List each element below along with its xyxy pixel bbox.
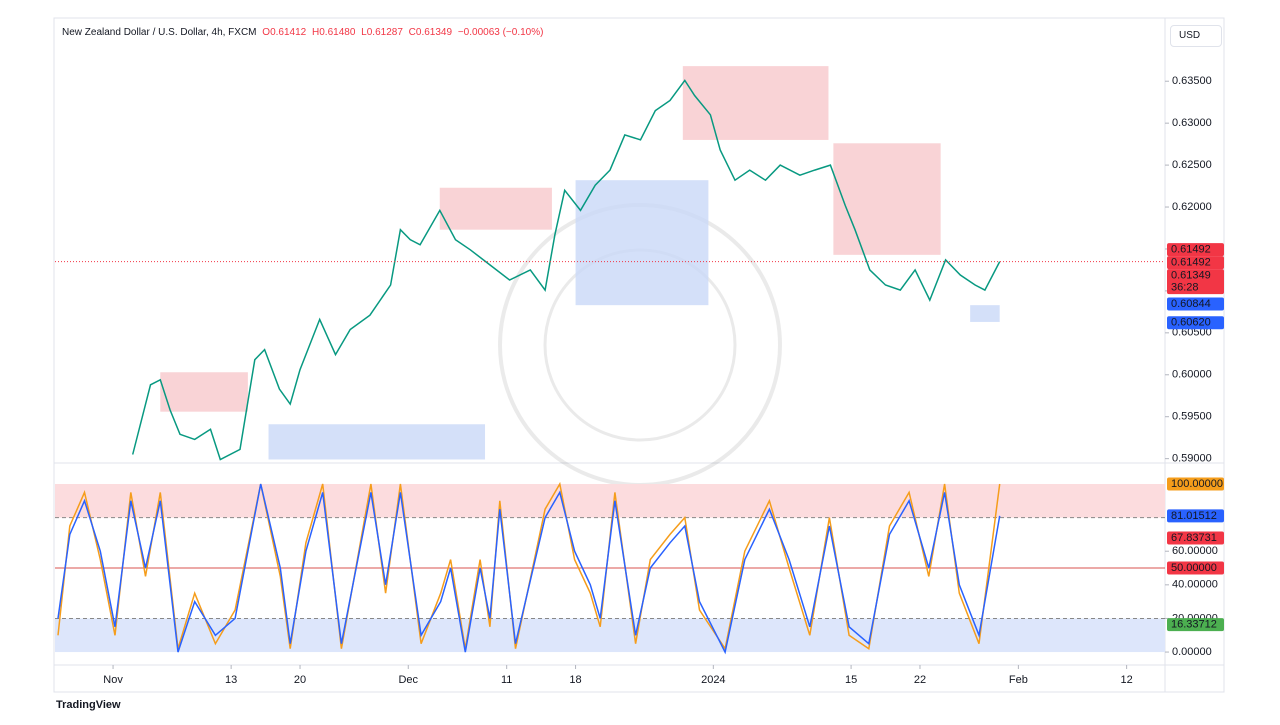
zone	[833, 143, 941, 255]
x-tick-label: 22	[914, 674, 926, 686]
value-tag-label: 0.61349	[1171, 270, 1211, 282]
zone	[160, 372, 248, 412]
value-tag	[1167, 618, 1224, 632]
value-tag	[1167, 316, 1224, 330]
y-tick-label: 0.00000	[1172, 646, 1212, 658]
series-line	[57, 483, 1001, 655]
close: C0.61349	[408, 27, 453, 38]
series-line	[57, 481, 1001, 651]
x-tick-label: 13	[225, 674, 237, 686]
value-tag-label: 50.00000	[1171, 562, 1217, 574]
x-tick-label: 11	[501, 674, 512, 686]
x-tick-label: Dec	[398, 674, 418, 686]
zone	[268, 424, 486, 460]
y-tick-label: 0.60000	[1172, 369, 1212, 381]
zone	[970, 305, 1000, 322]
x-tick-label: 12	[1120, 674, 1132, 686]
x-tick-label: Feb	[1009, 674, 1028, 686]
value-tag-label: 0.60844	[1171, 298, 1211, 310]
currency-button[interactable]: USD	[1170, 25, 1222, 47]
value-tag-label: 81.01512	[1171, 510, 1217, 522]
y-tick-label: 0.59000	[1172, 453, 1212, 465]
value-tag-label: 0.60620	[1171, 317, 1211, 329]
value-tag	[1167, 477, 1224, 491]
value-tag	[1167, 243, 1224, 257]
open: O0.61412	[262, 27, 307, 38]
x-tick-label: 20	[294, 674, 306, 686]
y-tick-label: 0.62500	[1172, 159, 1212, 171]
chart-frame	[53, 17, 1225, 693]
x-tick-label: 15	[845, 674, 857, 686]
symbol-header: New Zealand Dollar / U.S. Dollar, 4h, FX…	[62, 27, 543, 38]
high: H0.61480	[312, 27, 356, 38]
value-tag	[1167, 256, 1224, 270]
y-tick-label: 0.63000	[1172, 117, 1212, 129]
countdown: 36:28	[1171, 282, 1199, 294]
y-tick-label: 0.60500	[1172, 327, 1212, 339]
value-tag-label: 0.61492	[1171, 257, 1211, 269]
y-tick-label: 0.63500	[1172, 75, 1212, 87]
x-tick-label: 2024	[701, 674, 725, 686]
y-tick-label: 40.00000	[1172, 579, 1218, 591]
zone	[682, 66, 829, 140]
value-tag-label: 16.33712	[1171, 619, 1217, 631]
value-tag	[1167, 269, 1224, 295]
value-tag	[1167, 297, 1224, 311]
value-tag	[1167, 531, 1224, 545]
y-tick-label: 0.62000	[1172, 201, 1212, 213]
y-tick-label: 0.59500	[1172, 411, 1212, 423]
y-tick-label: 60.00000	[1172, 545, 1218, 557]
x-tick-label: 18	[569, 674, 581, 686]
value-tag-label: 100.00000	[1171, 478, 1223, 490]
value-tag	[1167, 509, 1224, 523]
change: −0.00063 (−0.10%)	[457, 27, 544, 38]
level-band	[55, 618, 1165, 653]
brand: TradingView	[56, 699, 121, 711]
value-tag	[1167, 561, 1224, 575]
value-tag-label: 67.83731	[1171, 532, 1217, 544]
symbol: New Zealand Dollar / U.S. Dollar, 4h, FX…	[62, 27, 257, 38]
value-tag-label: 0.61492	[1171, 244, 1211, 256]
zone	[439, 187, 552, 230]
zone	[575, 180, 709, 306]
level-band	[55, 483, 1165, 518]
low: L0.61287	[361, 27, 403, 38]
x-tick-label: Nov	[103, 674, 123, 686]
series-line	[131, 79, 1001, 461]
